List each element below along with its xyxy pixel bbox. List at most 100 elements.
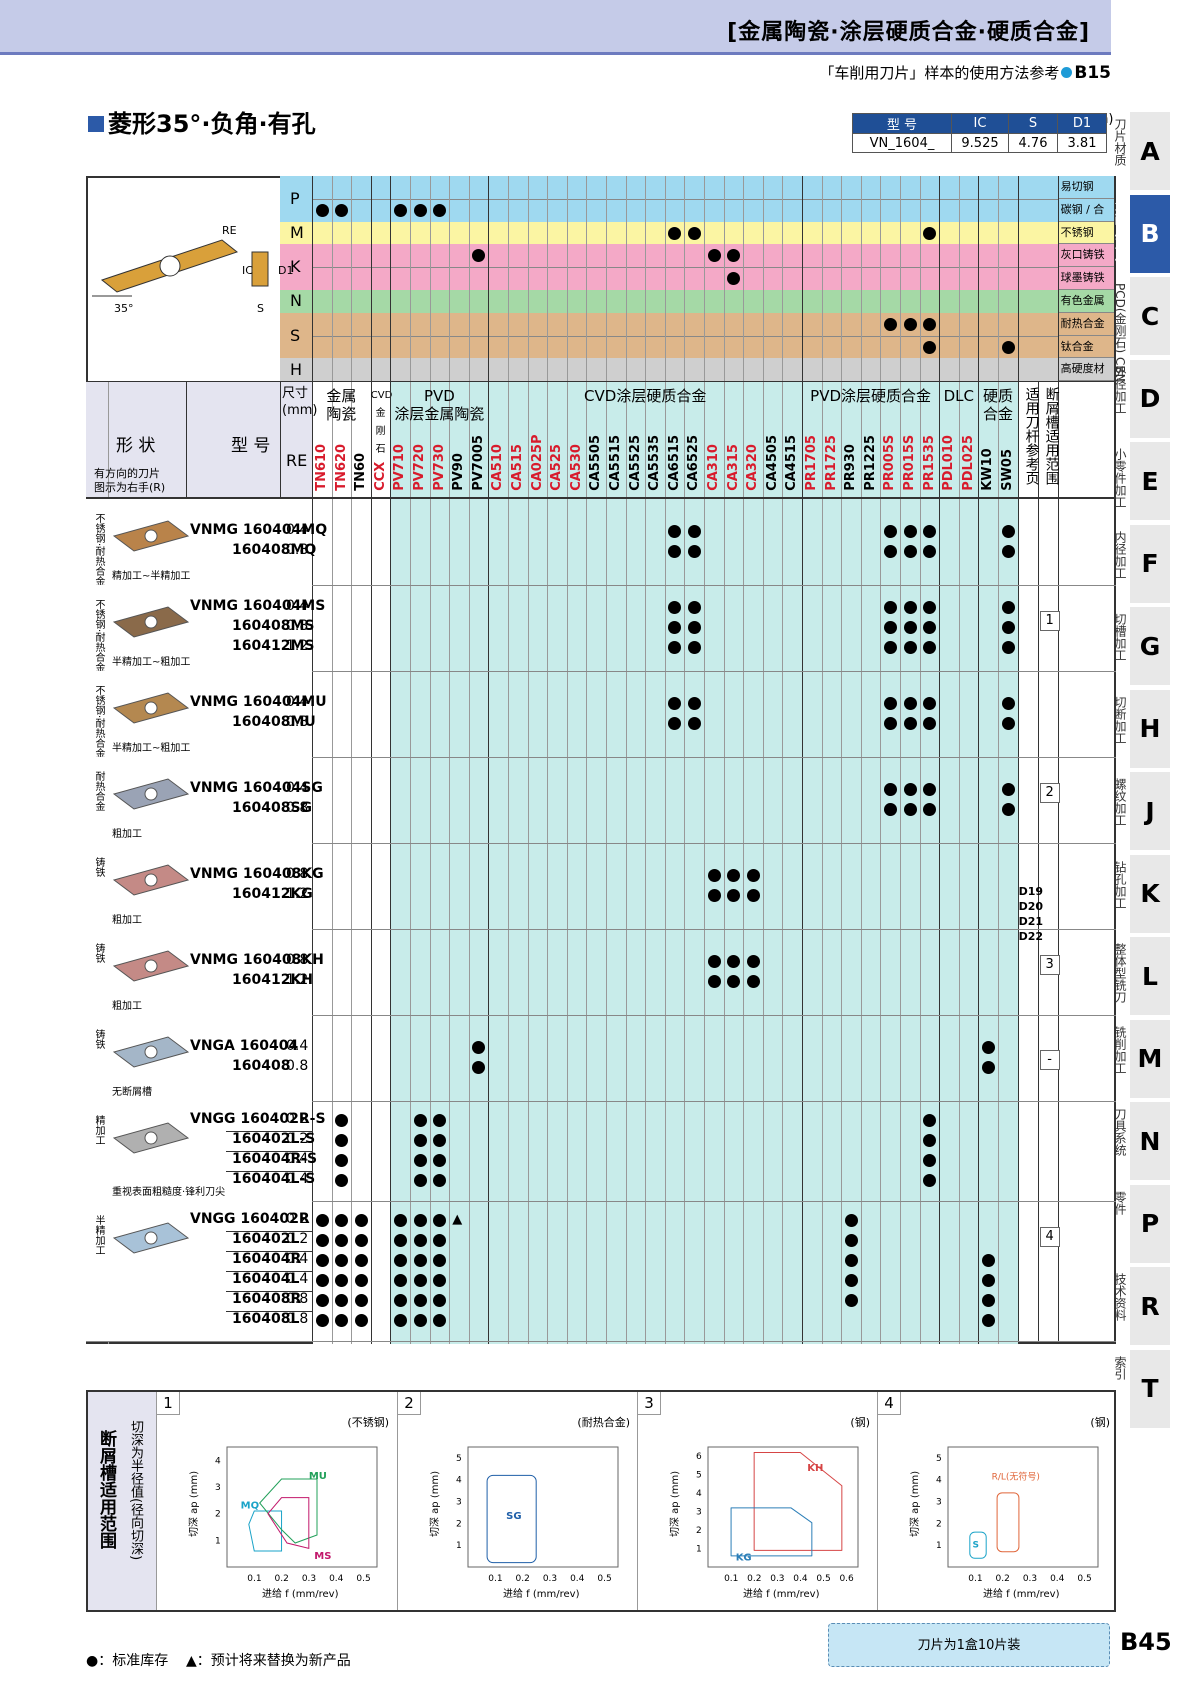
model-number[interactable]: 160404L [232, 1271, 300, 1287]
model-number[interactable]: VNMG 160404MU [190, 694, 327, 710]
model-number[interactable]: 160404L-S [232, 1171, 316, 1187]
grade-column [860, 381, 881, 1344]
chipbreaker-ref-box[interactable]: 1 [1039, 611, 1060, 631]
stock-dot [883, 525, 897, 538]
chipbreaker-ref-box[interactable]: 3 [1039, 955, 1060, 975]
model-number[interactable]: 160408SG [232, 800, 313, 816]
model-number[interactable]: 160408R [232, 1291, 302, 1307]
model-number[interactable]: 160408MQ [232, 542, 317, 558]
holder-ref-page[interactable]: D19 [1018, 885, 1044, 898]
model-number[interactable]: 160412KG [232, 886, 313, 902]
chapter-tab-l[interactable]: L [1130, 937, 1170, 1015]
grade-name: PR005S [882, 434, 898, 491]
row-line [86, 585, 1116, 586]
y-tick: 3 [215, 1483, 221, 1493]
grade-name: TN610 [314, 444, 329, 491]
chapter-tab-a[interactable]: A [1130, 112, 1170, 190]
stock-dot [981, 1294, 995, 1307]
holder-ref-page[interactable]: D21 [1018, 915, 1044, 928]
grade-name: CA5515 [608, 435, 623, 491]
chapter-tab-m[interactable]: M [1130, 1019, 1170, 1098]
model-number[interactable]: 160408L [232, 1311, 300, 1327]
grid-line [331, 176, 333, 1344]
holder-ref-page[interactable]: D22 [1018, 930, 1044, 943]
material-code: N [290, 291, 302, 311]
grade-group-header: CVD 金刚石 [370, 390, 393, 456]
stock-dot [923, 525, 937, 538]
y-tick: 4 [936, 1476, 942, 1486]
application-label: 不锈钢·耐热合金 [93, 599, 104, 673]
grade-column [312, 381, 332, 1344]
model-number[interactable]: VNMG 160404MS [190, 598, 326, 614]
chapter-tab-label: 钻孔加工 [1113, 860, 1127, 909]
stock-dot [903, 783, 917, 796]
stock-dot [903, 803, 917, 816]
model-number[interactable]: 160402L-S [232, 1131, 316, 1147]
model-number[interactable]: 160402L [232, 1231, 300, 1247]
chapter-tab-c[interactable]: C [1130, 277, 1170, 355]
row-line [86, 843, 1116, 844]
model-number[interactable]: VNGA 160404 [190, 1038, 299, 1054]
model-number[interactable]: 160404R-S [232, 1151, 318, 1167]
model-number[interactable]: VNMG 160404MQ [190, 522, 328, 538]
chipbreaker-ref-box[interactable]: 2 [1039, 783, 1060, 803]
reference-page-link[interactable]: B15 [1074, 63, 1111, 83]
chapter-tab-g[interactable]: G [1130, 607, 1170, 685]
chapter-tab-label: 整体型铣刀 [1113, 943, 1127, 1003]
stock-dot [1001, 783, 1015, 796]
grade-group-header: 金属 陶瓷 [326, 387, 357, 424]
chipbreaker-title-panel [88, 1392, 156, 1610]
chipbreaker-ref-box[interactable]: - [1039, 1050, 1060, 1070]
model-number[interactable]: VNGG 160402R-S [190, 1111, 326, 1127]
y-axis-label: 切深 ap (mm) [909, 1471, 921, 1537]
model-number[interactable]: VNMG 160404SG [190, 780, 323, 796]
chapter-tab-t[interactable]: T [1130, 1349, 1170, 1428]
chapter-tab-n[interactable]: N [1130, 1102, 1170, 1180]
model-number[interactable]: VNGG 160402R [190, 1211, 310, 1227]
model-number[interactable]: 160404R [232, 1251, 302, 1267]
grade-column [606, 381, 626, 1344]
stock-dot [1001, 601, 1015, 614]
model-number[interactable]: VNMG 160408KG [190, 866, 324, 882]
re-label: RE [222, 224, 237, 237]
group-separator [1017, 176, 1019, 1344]
grade-group-header: CVD涂层硬质合金 [584, 387, 707, 406]
model-number[interactable]: VNMG 160408KH [190, 952, 324, 968]
re-value: 0.8 [286, 800, 309, 816]
chart-number: 1 [157, 1392, 180, 1415]
svg-text:KH: KH [807, 1463, 823, 1474]
chipbreaker-ref-box[interactable]: 4 [1039, 1227, 1060, 1247]
model-number[interactable]: 160408 [232, 1058, 291, 1074]
group-separator [488, 176, 490, 1344]
chapter-tab-r[interactable]: R [1130, 1267, 1170, 1345]
model-number[interactable]: 160412MS [232, 638, 315, 654]
holder-ref-header: 适用刀杆参考页 [1023, 387, 1040, 486]
grade-name: CA6515 [666, 435, 682, 491]
chapter-tab-e[interactable]: E [1130, 442, 1170, 520]
chapter-tab-h[interactable]: H [1130, 689, 1170, 768]
grade-group-header: PVD 涂层金属陶瓷 [394, 387, 485, 424]
x-tick: 0.4 [329, 1574, 344, 1584]
stock-dot [668, 621, 682, 634]
chapter-tab-d[interactable]: D [1130, 359, 1170, 438]
chapter-tab-f[interactable]: F [1130, 524, 1170, 603]
chapter-tab-b[interactable]: B [1130, 194, 1170, 273]
holder-ref-page[interactable]: D20 [1018, 900, 1044, 913]
grade-name: CA310 [706, 444, 721, 491]
model-number[interactable]: 160412KH [232, 972, 314, 988]
stock-dot [923, 1134, 937, 1147]
model-number[interactable]: 160408MS [232, 618, 315, 634]
material-code: M [290, 223, 304, 242]
chapter-tab-j[interactable]: J [1130, 772, 1170, 850]
model-number[interactable]: 160408MU [232, 714, 316, 730]
chapter-tab-p[interactable]: P [1130, 1184, 1170, 1263]
grade-column [782, 381, 802, 1344]
grade-name: PR1705 [804, 435, 819, 491]
ic-label: IC [242, 264, 253, 277]
operation-label: 半精加工~粗加工 [112, 743, 191, 754]
dims-header: IC [951, 113, 1009, 134]
stock-dot [354, 1314, 368, 1327]
material-suitability-dot [707, 249, 721, 263]
chipbreaker-subtitle: 切深为半径值(径向切深) [128, 1420, 143, 1561]
chapter-tab-k[interactable]: K [1130, 854, 1170, 933]
